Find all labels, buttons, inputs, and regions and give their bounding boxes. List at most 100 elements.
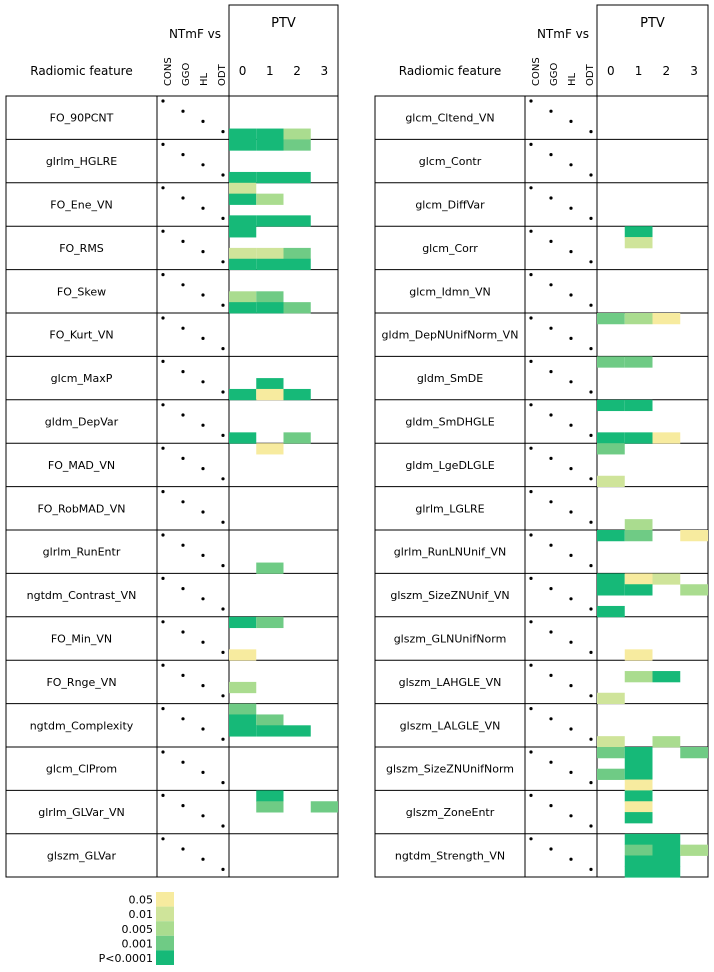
feature-label: ngtdm_Strength_VN [395,850,505,863]
heat-cell [283,171,311,184]
heat-cell [624,790,653,802]
comparison-dot [549,760,553,764]
comparison-dot [589,694,593,698]
heat-cell [256,562,284,574]
comparison-dot [181,239,185,243]
heat-cell [624,432,653,444]
heat-cell [624,573,653,585]
feature-label: FO_Min_VN [51,633,112,646]
feature-label: glszm_LAHGLE_VN [399,676,502,689]
comparison-dot [569,206,573,210]
comparison-dot [529,576,533,581]
heat-cell [624,779,653,791]
heat-cell [283,388,311,401]
comparison-dot [181,326,185,330]
heat-cell [624,812,653,824]
heat-cell [229,388,257,401]
heat-cell [256,193,284,205]
comparison-dot [181,456,185,460]
comparison-dot [221,433,225,437]
comparison-dot [161,490,165,494]
comparison-dot [221,650,225,655]
heat-cell [652,855,681,867]
comparison-dot [569,293,573,297]
heat-cell [597,605,625,618]
legend-swatch [156,892,174,907]
heat-cell [652,671,681,683]
comparison-dot [549,456,553,460]
feature-label: glcm_DiffVar [415,199,485,212]
heat-cell [229,215,257,227]
heat-cell [229,432,257,444]
comparison-dot [221,390,225,394]
legend-swatch [156,921,174,936]
comparison-dot [161,663,165,667]
comparison-dot [201,380,205,384]
comparison-dot [161,793,165,798]
comparison-dot [549,196,553,200]
heat-cell [256,215,284,227]
heat-cell [256,291,284,303]
comparison-dot [569,640,573,644]
comparison-dot [549,630,553,634]
comparison-dot [569,423,573,427]
comparison-dot [221,477,225,481]
heat-cell [597,573,625,585]
comparison-dot [589,520,593,524]
heat-cell [624,649,653,661]
heat-cell [283,128,311,140]
comparison-dot [589,781,593,785]
heat-cell [597,530,625,542]
group-title: NTmF vs [537,27,589,41]
feature-label: ngtdm_Complexity [30,719,134,732]
heat-cell [652,844,681,856]
legend-label: 0.01 [129,908,154,921]
feature-label: glcm_MaxP [51,372,113,385]
heat-cell [597,432,625,444]
feature-label: gldm_DepVar [45,416,119,429]
comparison-dot [569,553,573,558]
ptv-title: PTV [640,16,665,31]
heat-cell [680,844,708,856]
comparison-dot [529,273,533,277]
heat-cell [597,736,625,748]
heat-cell [624,855,653,867]
comparison-label-hl: HL [199,72,210,86]
feature-label: glszm_SizeZNUnifNorm [386,763,514,776]
feature-label: glcm_Contr [419,155,482,168]
heat-cell [652,736,681,748]
feature-label: FO_MAD_VN [48,459,115,472]
heat-cell [624,356,653,368]
heat-cell [597,692,625,704]
comparison-dot [549,239,553,243]
diagonal-dots [161,99,593,872]
comparison-dot [161,142,165,146]
comparison-dot [589,433,593,437]
comparison-dot [221,824,225,828]
heat-cell [624,237,653,249]
heat-cells [229,128,708,878]
heat-cell [597,313,625,325]
legend-label: 0.005 [122,923,154,936]
heat-cell [283,215,311,227]
headers: Radiomic feature NTmF vs CONS GGO HL ODT PTV 0 1… [30,16,698,86]
comparison-dot [569,380,573,384]
heat-cell [256,443,284,455]
comparison-dot [161,99,165,103]
heat-cell [229,247,257,260]
feature-label: glrlm_GLVar_VN [38,806,124,819]
heat-cell [624,530,653,542]
comparison-dot [549,326,553,330]
comparison-label-cons: CONS [163,57,174,86]
heat-cell [256,302,284,314]
comparison-dot [181,673,185,678]
heat-cell [256,139,284,151]
feature-label: FO_Ene_VN [50,199,112,212]
comparison-dot [529,533,533,537]
heat-cell [256,801,284,813]
heat-cell [229,128,257,140]
heat-cell [256,258,284,270]
heat-cell [229,258,257,270]
comparison-dot [201,553,205,558]
